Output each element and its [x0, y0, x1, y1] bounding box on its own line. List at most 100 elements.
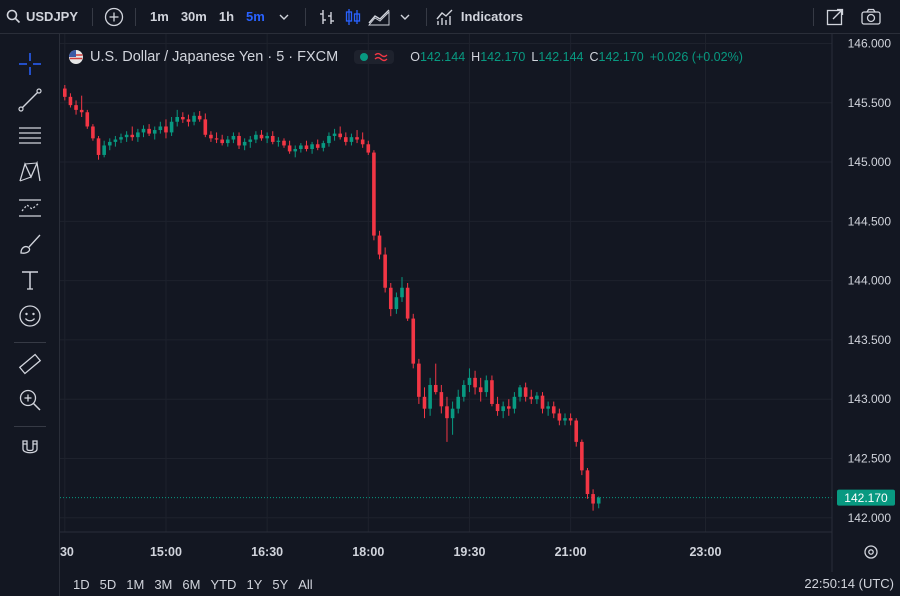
candle-body	[551, 406, 556, 414]
price-tick-label: 144.000	[848, 274, 892, 288]
candle	[136, 128, 140, 142]
candle	[338, 126, 342, 140]
price-axis[interactable]: 146.000 145.500 145.000 144.500 144.000 143.5…	[831, 34, 900, 572]
series-title[interactable]: U.S. Dollar / Japanese Yen · 5 · FXCM	[90, 49, 339, 65]
candle	[568, 413, 573, 426]
candle-body	[124, 134, 129, 138]
low-value: 142.144	[538, 50, 584, 64]
candle	[152, 126, 157, 140]
range-1d[interactable]: 1D	[73, 576, 90, 592]
candle	[377, 230, 382, 260]
settings-gear-icon[interactable]	[864, 545, 878, 559]
candle-body	[203, 119, 208, 135]
range-6m[interactable]: 6M	[182, 576, 201, 592]
candle	[383, 247, 387, 293]
candle-body	[158, 126, 163, 131]
candle-body	[428, 384, 432, 409]
candle-body	[383, 254, 387, 288]
symbol-search[interactable]: USDJPY	[6, 0, 78, 34]
candle	[96, 135, 101, 160]
top-toolbar: USDJPY 1m 30m 1h 5m Indicators	[0, 0, 900, 34]
high-label: H	[471, 50, 481, 64]
chart-style-dropdown[interactable]	[392, 0, 418, 34]
interval-1m[interactable]: 1m	[150, 9, 169, 24]
candle-body	[478, 387, 483, 393]
pattern-tool[interactable]	[16, 158, 44, 186]
range-1m[interactable]: 1M	[126, 576, 145, 592]
time-axis[interactable]: :30 15:00 16:30 18:00 19:30 21:00 23:00	[60, 531, 878, 559]
candle	[169, 117, 174, 136]
range-5y[interactable]: 5Y	[272, 576, 289, 592]
range-1y[interactable]: 1Y	[246, 576, 263, 592]
candle-body	[259, 134, 264, 139]
candle	[591, 489, 595, 511]
candle-body	[68, 96, 73, 106]
interval-dropdown[interactable]	[271, 0, 297, 34]
candle	[237, 132, 241, 150]
candle-body	[473, 377, 477, 388]
magnet-tool[interactable]	[16, 434, 44, 462]
area-style-button[interactable]	[366, 0, 392, 34]
interval-1h[interactable]: 1h	[218, 9, 235, 24]
open-label: O	[410, 50, 420, 64]
snapshot-button[interactable]	[858, 0, 884, 34]
candle-body	[546, 406, 550, 409]
trend-line-tool[interactable]	[16, 86, 44, 114]
candle-body	[332, 133, 337, 136]
range-3m[interactable]: 3M	[154, 576, 173, 592]
candle	[259, 130, 264, 141]
crosshair-tool[interactable]	[16, 50, 44, 78]
indicators-icon	[436, 9, 453, 25]
interval-5m[interactable]: 5m	[246, 9, 265, 24]
range-ytd[interactable]: YTD	[210, 576, 237, 592]
range-5d[interactable]: 5D	[99, 576, 117, 592]
candle-body	[349, 137, 354, 142]
text-tool[interactable]	[16, 266, 44, 294]
candle-body	[310, 144, 314, 150]
candle-style-button[interactable]	[340, 0, 366, 34]
candle-body	[304, 145, 309, 150]
candles-icon	[345, 8, 360, 25]
candle	[484, 375, 489, 397]
candle-body	[287, 145, 292, 152]
candle	[315, 139, 320, 151]
open-in-popup-button[interactable]	[822, 0, 848, 34]
brush-tool[interactable]	[16, 230, 44, 258]
measure-tool[interactable]	[16, 350, 44, 378]
candle-body	[400, 287, 404, 298]
candle-body	[175, 117, 180, 122]
candle-body	[456, 396, 461, 409]
compare-symbol-button[interactable]	[101, 0, 127, 34]
candle	[411, 313, 416, 369]
candle-body	[344, 137, 348, 142]
interval-30m[interactable]: 30m	[180, 9, 207, 24]
candle	[270, 131, 275, 145]
candle-body	[152, 130, 157, 134]
candle-body	[96, 138, 101, 155]
candle-body	[63, 88, 67, 97]
market-status[interactable]	[354, 50, 395, 64]
drawing-toolbar	[0, 34, 60, 596]
grid	[60, 34, 832, 532]
emoji-tool[interactable]	[16, 302, 44, 330]
wave-icon	[374, 52, 388, 62]
candle-body	[265, 135, 269, 139]
candlestick-chart[interactable]: 146.000 145.500 145.000 144.500 144.000 143.5…	[60, 34, 900, 572]
candle	[327, 132, 331, 147]
range-all[interactable]: All	[298, 576, 313, 592]
horizontal-lines-icon	[19, 127, 41, 144]
fib-tool[interactable]	[16, 122, 44, 150]
zoom-tool[interactable]	[16, 386, 44, 414]
candle-body	[355, 137, 359, 140]
bar-style-button[interactable]	[314, 0, 340, 34]
candle	[68, 93, 73, 108]
time-tick-label: 15:00	[150, 545, 182, 559]
indicators-button[interactable]: Indicators	[435, 0, 523, 34]
utc-clock[interactable]: 22:50:14 (UTC)	[804, 576, 894, 591]
prediction-tool[interactable]	[16, 194, 44, 222]
candle	[164, 119, 168, 139]
candle-body	[450, 408, 455, 419]
candle	[231, 132, 236, 144]
symbol-label: USDJPY	[26, 9, 79, 24]
candle-body	[214, 138, 219, 140]
